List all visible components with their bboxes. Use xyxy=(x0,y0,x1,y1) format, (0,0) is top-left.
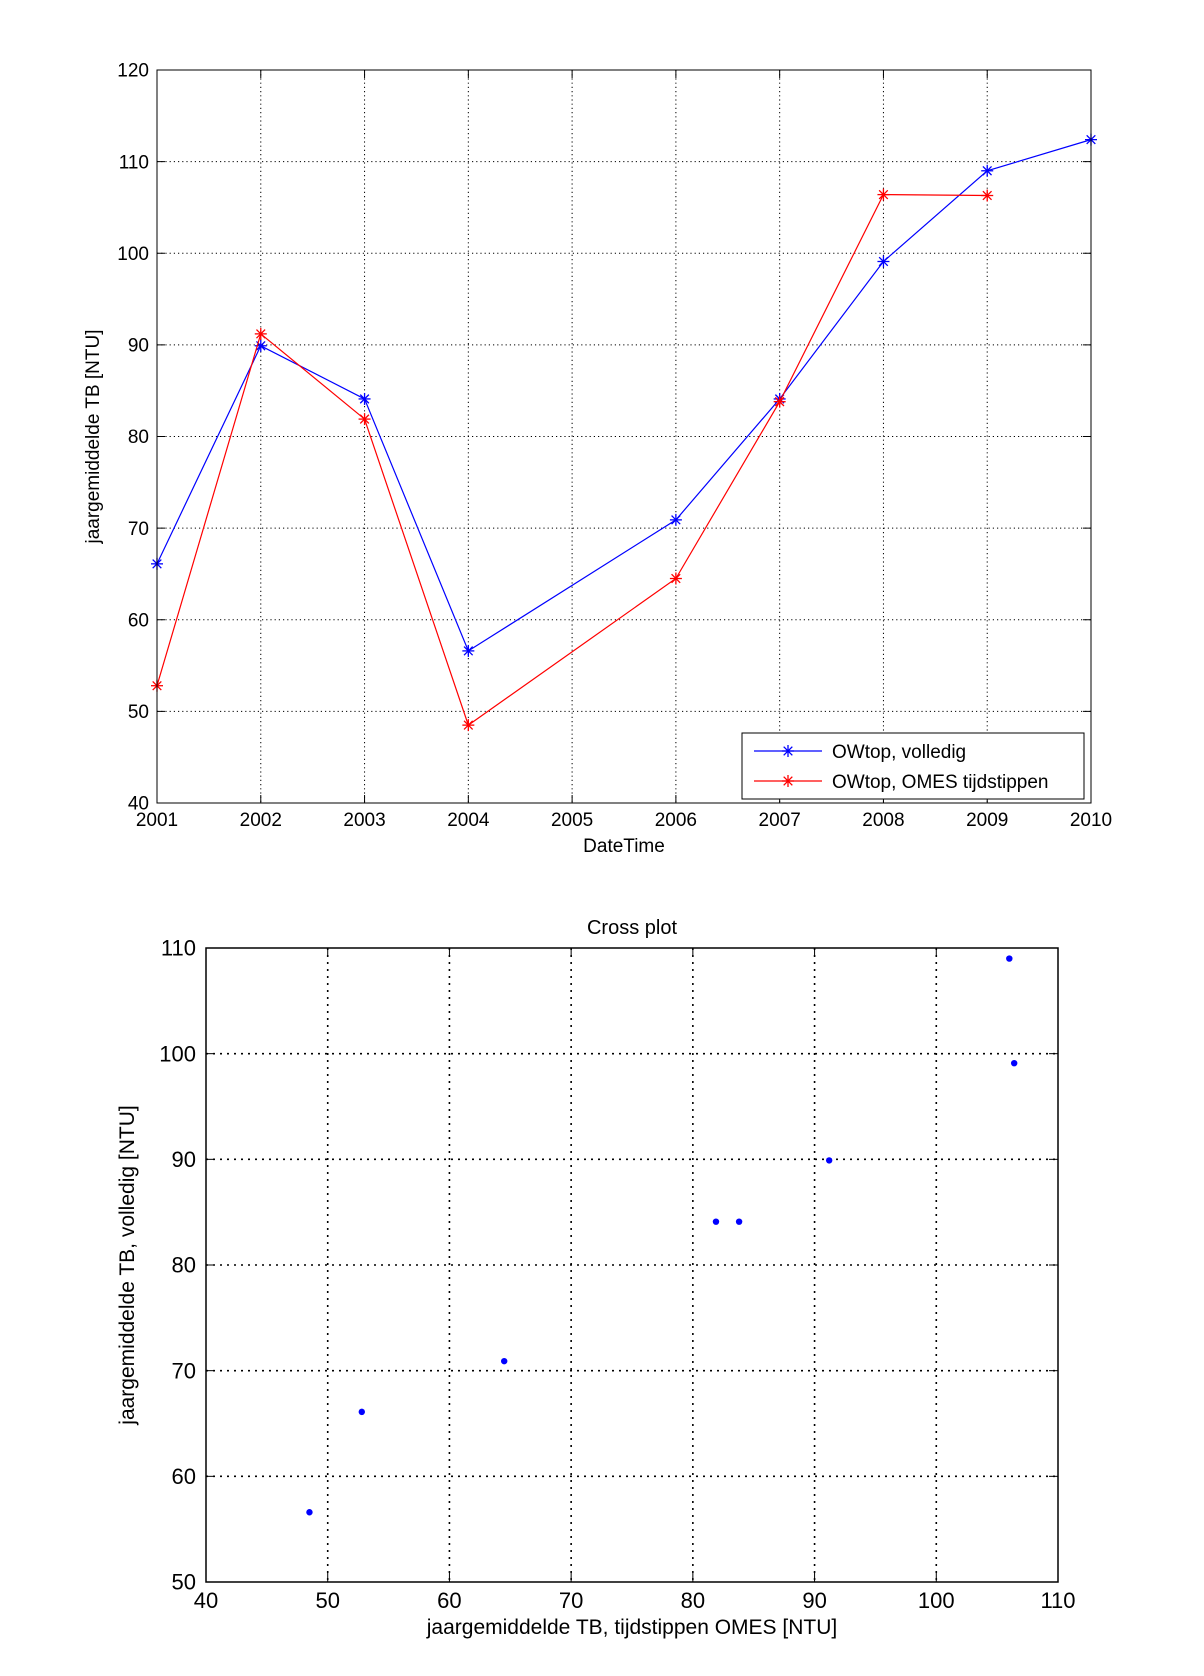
data-point xyxy=(358,1408,365,1416)
data-point xyxy=(669,572,682,585)
y-tick-label: 60 xyxy=(128,610,149,631)
y-tick-label: 110 xyxy=(161,936,196,961)
data-point xyxy=(462,719,475,732)
data-point xyxy=(358,413,371,426)
series-line xyxy=(156,194,988,727)
data-point xyxy=(981,164,994,177)
legend-label: OWtop, volledig xyxy=(832,742,966,763)
x-tick-label: 90 xyxy=(802,1588,826,1613)
x-tick-label: 70 xyxy=(559,1588,583,1613)
x-tick-label: 2007 xyxy=(759,810,801,831)
y-axis-label: jaargemiddelde TB, volledig [NTU] xyxy=(116,1105,139,1425)
x-tick-label: 2004 xyxy=(447,810,490,831)
y-axis-label: jaargemiddelde TB [NTU] xyxy=(83,329,104,544)
data-point xyxy=(1010,1059,1018,1067)
y-tick-label: 90 xyxy=(128,336,149,357)
x-tick-label: 60 xyxy=(437,1588,461,1613)
data-point xyxy=(712,1218,720,1225)
x-tick-label: 40 xyxy=(194,1588,218,1613)
data-point xyxy=(773,395,786,408)
data-point xyxy=(358,392,371,405)
line-chart-frame xyxy=(156,69,1092,804)
y-tick-label: 90 xyxy=(172,1147,196,1172)
scatter-chart-series xyxy=(306,955,1018,1516)
line-chart: 2001 2002 2003 2004 2005 2006 2007 2008 2009 2010… xyxy=(83,61,1112,857)
scatter-chart-grid xyxy=(206,948,1058,1582)
x-tick-label: 100 xyxy=(918,1588,955,1613)
x-tick-label: 2003 xyxy=(343,810,385,831)
x-tick-label: 80 xyxy=(681,1588,705,1613)
x-tick-label: 2010 xyxy=(1070,810,1112,831)
scatter-chart-frame xyxy=(205,947,1059,1583)
y-tick-label: 80 xyxy=(128,427,149,448)
line-chart-ticks: 2001 2002 2003 2004 2005 2006 2007 2008 2009 2010… xyxy=(117,61,1112,831)
data-point xyxy=(501,1357,508,1365)
y-tick-label: 100 xyxy=(159,1041,196,1066)
legend-marker xyxy=(782,775,794,787)
data-point xyxy=(735,1218,743,1225)
y-tick-label: 60 xyxy=(172,1464,196,1489)
y-tick-label: 50 xyxy=(128,702,149,723)
x-tick-label: 2006 xyxy=(655,810,697,831)
legend-label: OWtop, OMES tijdstippen xyxy=(832,772,1048,793)
legend: OWtop, volledig OWtop, OMES tijdstippen xyxy=(741,732,1085,800)
x-tick-label: 2001 xyxy=(136,810,178,831)
data-point xyxy=(306,1509,313,1516)
chart-title: Cross plot xyxy=(587,917,677,939)
legend-item: OWtop, volledig xyxy=(754,742,966,763)
y-tick-label: 100 xyxy=(117,244,149,265)
y-tick-label: 70 xyxy=(128,519,149,540)
data-point xyxy=(254,327,267,340)
y-tick-label: 50 xyxy=(172,1570,196,1595)
data-point xyxy=(981,189,994,202)
x-tick-label: 2009 xyxy=(966,810,1008,831)
x-tick-label: 2008 xyxy=(862,810,904,831)
y-tick-label: 120 xyxy=(117,61,149,82)
data-point xyxy=(825,1157,833,1164)
data-point xyxy=(877,255,890,268)
x-tick-label: 2005 xyxy=(551,810,593,831)
data-point xyxy=(1006,955,1013,962)
data-point xyxy=(462,644,475,657)
legend-item: OWtop, OMES tijdstippen xyxy=(754,772,1048,793)
x-axis-label: jaargemiddelde TB, tijdstippen OMES [NTU… xyxy=(426,1616,837,1639)
x-tick-label: 50 xyxy=(315,1588,339,1613)
y-tick-label: 80 xyxy=(172,1253,196,1278)
x-axis-label: DateTime xyxy=(583,836,665,857)
legend-box xyxy=(741,732,1085,800)
y-tick-label: 70 xyxy=(172,1358,196,1383)
legend-marker xyxy=(782,745,794,757)
y-tick-label: 110 xyxy=(119,152,149,173)
y-tick-label: 40 xyxy=(128,794,149,815)
data-point xyxy=(669,513,682,526)
data-point xyxy=(877,188,890,201)
x-tick-label: 110 xyxy=(1040,1588,1075,1613)
x-tick-label: 2002 xyxy=(240,810,282,831)
